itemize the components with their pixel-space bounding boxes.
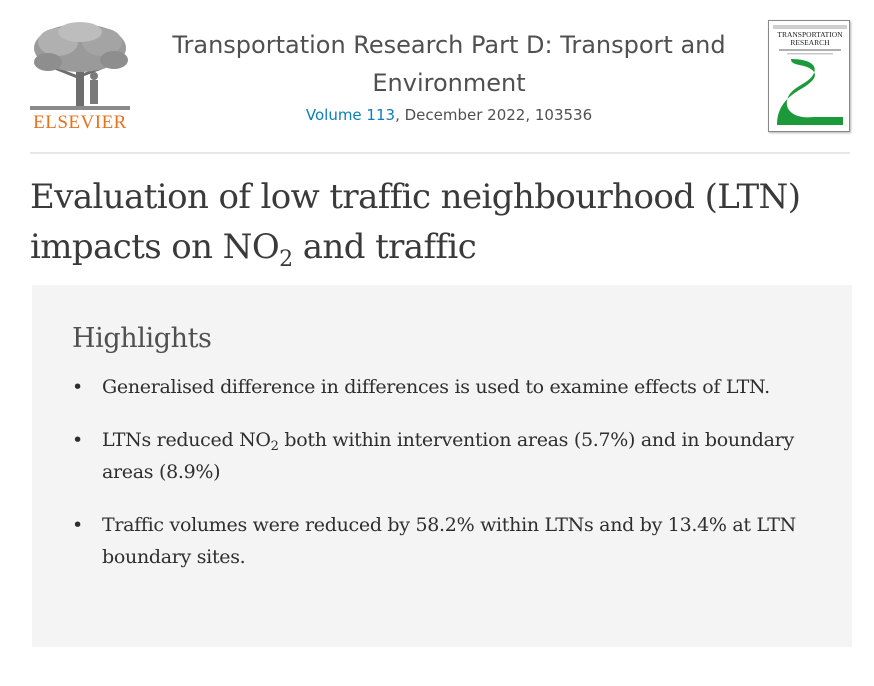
- journal-cover-thumbnail[interactable]: TRANSPORTATION RESEARCH: [768, 20, 850, 132]
- cover-title-line2: RESEARCH: [790, 38, 830, 47]
- article-title-subscript: 2: [279, 247, 293, 272]
- highlight-subscript: 2: [270, 439, 279, 454]
- cover-title-line1: TRANSPORTATION: [777, 30, 843, 39]
- elsevier-logo[interactable]: ELSEVIER: [28, 20, 132, 133]
- journal-info: Transportation Research Part D: Transpor…: [150, 26, 748, 124]
- bullet-icon: •: [72, 376, 83, 398]
- header-divider: [30, 152, 850, 154]
- highlight-text-after: both within intervention areas (5.7%) an…: [102, 429, 794, 483]
- journal-title-line2[interactable]: Environment: [372, 69, 526, 97]
- bullet-icon: •: [72, 429, 83, 451]
- highlight-item: • LTNs reduced NO2 both within intervent…: [72, 424, 812, 488]
- article-title: Evaluation of low traffic neighbourhood …: [30, 172, 830, 272]
- article-title-part2: impacts on NO: [30, 227, 280, 267]
- highlight-text: Generalised difference in differences is…: [102, 376, 770, 398]
- highlights-list: • Generalised difference in differences …: [72, 371, 812, 594]
- elsevier-tree-icon: [30, 22, 130, 110]
- highlight-item: • Traffic volumes were reduced by 58.2% …: [72, 509, 812, 573]
- article-title-part1: Evaluation of low traffic neighbourhood …: [30, 177, 801, 217]
- highlight-text-before: LTNs reduced NO: [102, 429, 271, 451]
- article-title-part3: and traffic: [292, 227, 477, 267]
- cover-image-icon: TRANSPORTATION RESEARCH: [773, 25, 847, 125]
- highlights-panel: Highlights • Generalised difference in d…: [32, 285, 852, 647]
- highlights-heading: Highlights: [72, 323, 212, 354]
- highlight-text: Traffic volumes were reduced by 58.2% wi…: [102, 514, 796, 568]
- journal-header: ELSEVIER Transportation Research Part D:…: [0, 0, 874, 152]
- elsevier-wordmark: ELSEVIER: [33, 112, 127, 133]
- highlight-item: • Generalised difference in differences …: [72, 371, 812, 403]
- issue-info: Volume 113, December 2022, 103536: [150, 106, 748, 124]
- journal-title[interactable]: Transportation Research Part D: Transpor…: [150, 26, 748, 102]
- volume-link[interactable]: Volume 113: [305, 106, 396, 124]
- issue-details: , December 2022, 103536: [395, 106, 593, 124]
- journal-title-line1[interactable]: Transportation Research Part D: Transpor…: [172, 31, 726, 59]
- bullet-icon: •: [72, 514, 83, 536]
